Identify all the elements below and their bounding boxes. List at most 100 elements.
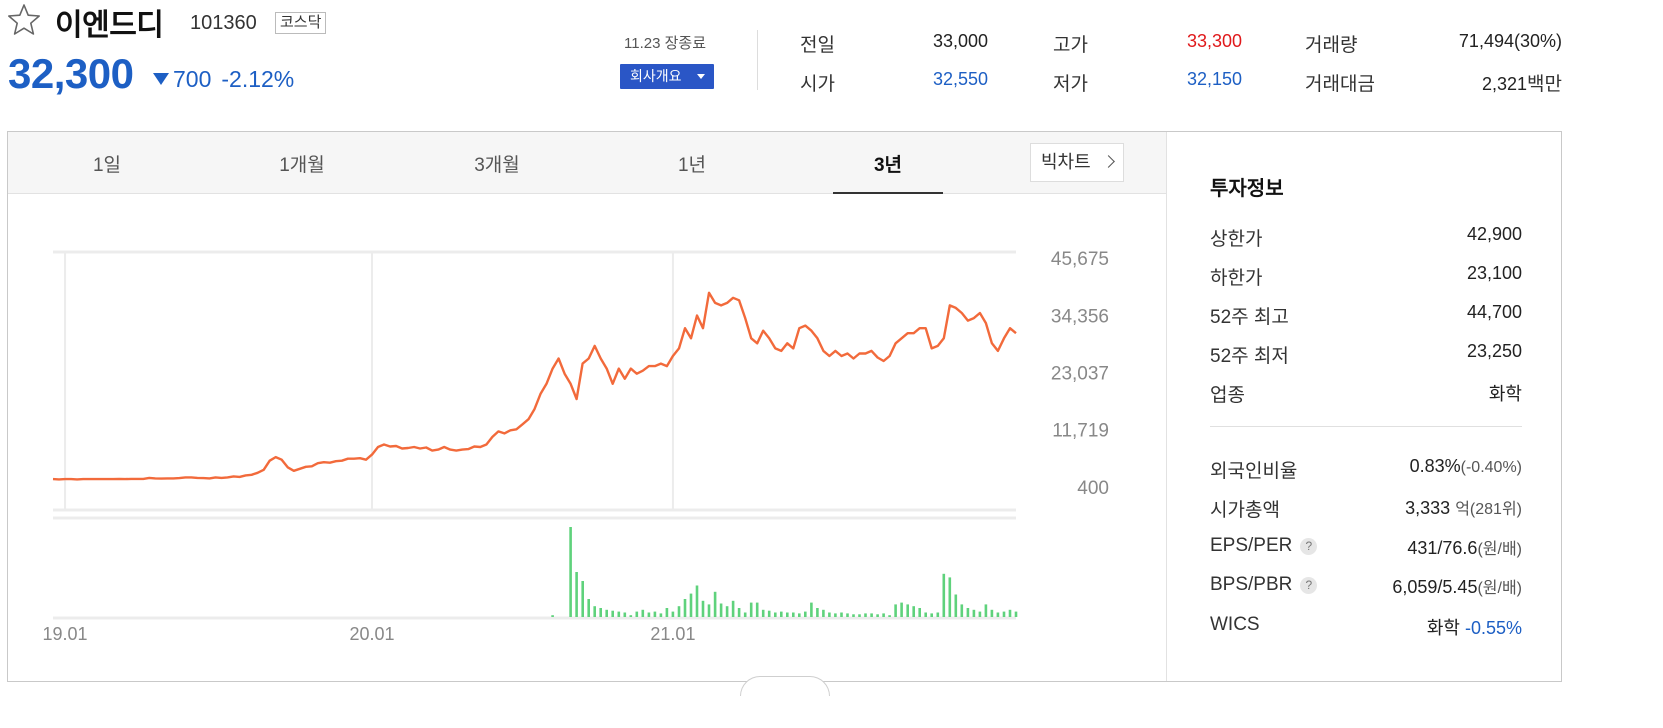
volume-bar [743, 612, 747, 617]
volume-bar [701, 600, 705, 617]
eps-per-label: EPS/PER [1210, 535, 1293, 556]
tab-1month[interactable]: 1개월 [279, 155, 325, 176]
market-cap-rank: 억(281위) [1455, 501, 1522, 518]
volume-bar [876, 614, 879, 617]
info-label: BPS/PBR? [1210, 574, 1318, 596]
wics-sector[interactable]: 화학 [1426, 618, 1460, 638]
info-row-market-cap: 시가총액 3,333 억(281위) [1210, 495, 1522, 521]
volume-bar [611, 610, 614, 617]
company-overview-button[interactable]: 회사개요 [620, 64, 714, 89]
down-triangle-icon [153, 73, 169, 85]
info-label: 업종 [1210, 385, 1245, 406]
market-cap-value: 3,333 [1405, 498, 1451, 518]
info-label: 하한가 [1210, 268, 1263, 289]
info-label: 52주 최고 [1210, 307, 1289, 328]
quote-value-open: 32,550 [932, 69, 988, 89]
volume-bar [665, 608, 669, 617]
tab-3month[interactable]: 3개월 [474, 155, 520, 176]
collapse-handle[interactable] [740, 676, 830, 696]
eps-per-value: 431/76.6 [1407, 538, 1478, 558]
info-value: 42,900 [1466, 224, 1522, 244]
volume-bar [978, 611, 982, 617]
active-tab-indicator [833, 192, 943, 194]
quote-value-volume: 71,494(30%) [1458, 31, 1562, 51]
volume-bar [695, 585, 699, 617]
volume-bar [906, 604, 909, 617]
volume-bar [647, 612, 651, 617]
x-tick-label: 21.01 [650, 624, 695, 644]
stock-code: 101360 [190, 12, 257, 34]
volume-bar [707, 604, 711, 617]
stock-name: 이엔드디 [55, 9, 164, 42]
y-tick-label: 45,675 [1051, 249, 1109, 270]
quote-value-prev-close: 33,000 [932, 31, 988, 51]
volume-bar [852, 614, 855, 617]
volume-bar [918, 608, 921, 617]
help-icon[interactable]: ? [1300, 538, 1318, 555]
eps-per-unit: (원/배) [1477, 541, 1522, 558]
info-row-upper-limit: 상한가 42,900 [1210, 224, 1522, 250]
y-tick-label: 400 [1077, 478, 1109, 499]
volume-bar [984, 604, 988, 617]
favorite-star-icon[interactable] [6, 2, 42, 38]
header-divider [757, 30, 758, 90]
volume-bar [942, 573, 946, 617]
tab-1day[interactable]: 1일 [92, 155, 122, 176]
volume-bar [870, 613, 873, 617]
info-row-52w-high: 52주 최고 44,700 [1210, 302, 1522, 328]
info-label: WICS [1210, 614, 1260, 635]
volume-bar [767, 610, 771, 617]
volume-bar [960, 604, 964, 617]
volume-bar [846, 613, 849, 617]
volume-bar [780, 611, 783, 617]
volume-bar [641, 609, 645, 617]
volume-bar [749, 602, 753, 617]
volume-bar [810, 602, 813, 617]
info-value: 431/76.6(원/배) [1407, 535, 1522, 559]
tab-3year[interactable]: 3년 [873, 155, 903, 176]
price-chart[interactable]: 19.01 20.01 21.01 45,675 34,356 23,037 11,719 4… [8, 132, 1166, 681]
info-row-lower-limit: 하한가 23,100 [1210, 263, 1522, 289]
info-row-eps-per: EPS/PER? 431/76.6(원/배) [1210, 535, 1522, 559]
info-value: 0.83%(-0.40%) [1410, 456, 1522, 477]
quote-label-high: 고가 [1053, 35, 1088, 56]
volume-bar [569, 527, 572, 617]
bps-pbr-label: BPS/PBR [1210, 574, 1293, 595]
volume-bar [804, 611, 807, 617]
volume-bar [774, 612, 777, 617]
volume-bar [834, 613, 837, 617]
volume-bar [924, 612, 927, 617]
volume-bar [683, 599, 687, 617]
volume-bar [888, 615, 891, 617]
info-value: 44,700 [1466, 302, 1522, 322]
help-icon[interactable]: ? [1300, 577, 1318, 594]
tab-1year[interactable]: 1년 [677, 155, 707, 176]
y-tick-label: 11,719 [1052, 421, 1109, 442]
quote-label-volume: 거래량 [1305, 35, 1358, 56]
volume-bar [1008, 609, 1012, 617]
volume-bar [551, 615, 554, 617]
volume-bar [840, 612, 843, 617]
volume-bar [677, 606, 681, 617]
x-tick-label: 20.01 [349, 624, 394, 644]
y-tick-label: 34,356 [1051, 306, 1109, 327]
x-tick-label: 19.01 [43, 624, 88, 644]
info-row-foreign-ratio: 외국인비율 0.83%(-0.40%) [1210, 456, 1522, 482]
volume-bar [731, 600, 735, 617]
info-label: 52주 최저 [1210, 346, 1289, 367]
chart-panel: 1일 1개월 3개월 1년 3년 빅차트 19.01 20.01 21.01 45,6… [7, 131, 1562, 682]
volume-bar [894, 604, 897, 617]
volume-bar [593, 606, 596, 617]
volume-bar [629, 615, 633, 617]
turnover-amount: 2,321 [1481, 74, 1528, 94]
volume-bar [1014, 611, 1018, 617]
bps-pbr-value: 6,059/5.45 [1392, 577, 1478, 597]
big-chart-button[interactable]: 빅차트 [1030, 143, 1124, 182]
volume-bar [792, 612, 795, 617]
info-value: 23,100 [1466, 263, 1522, 283]
quote-label-low: 저가 [1053, 74, 1088, 95]
panel-divider [1166, 132, 1167, 681]
volume-bar [996, 612, 1000, 617]
info-row-wics: WICS 화학 -0.55% [1210, 614, 1522, 638]
volume-bar [719, 603, 723, 617]
